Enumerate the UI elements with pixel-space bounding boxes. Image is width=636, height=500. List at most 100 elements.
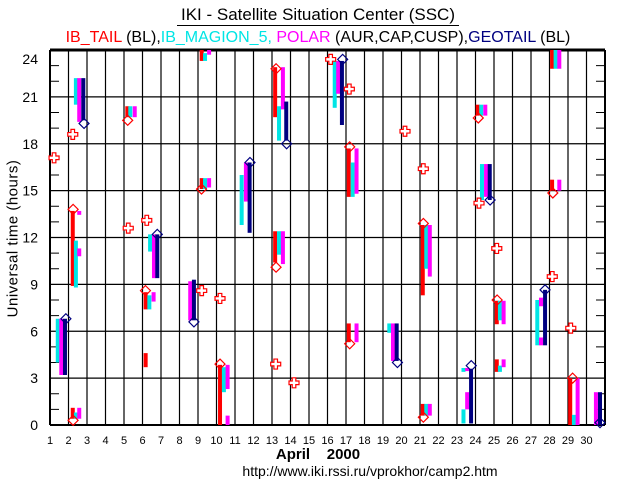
x-tick-label: 20 [395, 435, 407, 447]
x-tick-label: 29 [562, 435, 574, 447]
legend-polar-region: (AUR,CAP,CUSP), [330, 29, 469, 46]
x-tick-label: 12 [247, 435, 259, 447]
bar-polar [207, 178, 212, 188]
bar-geotail [191, 279, 196, 321]
legend-polar: POLAR [276, 29, 331, 46]
bar-polar [575, 378, 580, 425]
x-tick-label: 27 [525, 435, 537, 447]
bar-polar [427, 403, 432, 416]
navy-diamond-marker [336, 53, 349, 66]
bar-ib-magion-5 [461, 409, 466, 424]
red-cross-marker [196, 285, 208, 297]
bar-polar [132, 106, 137, 118]
bar-polar [501, 359, 506, 368]
bar-ib-magion-5 [387, 323, 392, 333]
bar-ib-magion-5 [147, 295, 152, 310]
bar-ib-magion-5 [479, 164, 484, 200]
y-tick-label: 12 [22, 230, 38, 246]
x-tick-label: 28 [543, 435, 555, 447]
navy-diamond-marker [151, 228, 164, 241]
bar-polar [354, 148, 359, 194]
source-url[interactable]: http://www.iki.rssi.ru/vprokhor/camp2.ht… [242, 463, 498, 479]
bar-polar [465, 392, 470, 410]
bar-ib-magion-5 [128, 106, 133, 118]
bar-polar [538, 337, 543, 346]
y-tick-label: 21 [22, 89, 38, 105]
x-tick-label: 8 [176, 435, 182, 447]
bar-geotail [543, 289, 548, 346]
red-diamond-marker [417, 217, 430, 230]
x-tick-label: 3 [84, 435, 90, 447]
bar-polar [484, 164, 489, 197]
navy-diamond-marker [280, 137, 293, 150]
x-tick-label: 21 [414, 435, 426, 447]
red-diamond-marker [546, 187, 559, 199]
red-diamond-marker [195, 183, 208, 195]
bar-polar [354, 323, 359, 343]
red-diamond-marker [121, 114, 134, 127]
red-cross-marker [565, 322, 577, 334]
x-tick-label: 6 [139, 435, 145, 447]
bar-ib-tail [494, 359, 499, 372]
bar-ib-magion-5 [203, 178, 208, 190]
bar-ib-tail [70, 407, 75, 419]
bar-ib-magion-5 [497, 365, 502, 372]
navy-diamond-marker [594, 416, 606, 429]
bar-ib-magion-5 [553, 50, 558, 69]
navy-diamond-marker [539, 283, 551, 296]
bar-polar [77, 78, 82, 122]
bar-ib-magion-5 [350, 162, 355, 197]
navy-diamond-marker [60, 312, 72, 325]
y-tick-label: 18 [22, 136, 38, 152]
bar-geotail [469, 368, 474, 424]
y-tick-label: 3 [30, 370, 38, 386]
bar-polar [557, 50, 562, 69]
bar-ib-magion-5 [424, 403, 429, 416]
y-tick-label: 9 [30, 276, 38, 292]
red-diamond-marker [343, 337, 356, 350]
x-tick-label: 5 [121, 435, 127, 447]
red-cross-marker [343, 83, 355, 95]
bar-ib-tail [143, 292, 148, 310]
bar-ib-magion-5 [221, 367, 226, 393]
bar-geotail [487, 164, 492, 200]
bar-polar [77, 210, 82, 215]
x-tick-label: 17 [340, 435, 352, 447]
bar-geotail [81, 78, 86, 121]
x-tick-label: 11 [229, 435, 240, 447]
bar-ib-magion-5 [332, 60, 337, 108]
chart-title: IKI - Satellite Situation Center (SSC) [0, 5, 636, 26]
red-cross-marker [491, 242, 503, 255]
navy-diamond-marker [465, 359, 478, 372]
bar-polar [557, 179, 562, 191]
red-diamond-marker [566, 372, 579, 384]
bar-ib-magion-5 [535, 300, 540, 346]
x-tick-label: 4 [102, 435, 108, 447]
bar-ib-tail [125, 106, 130, 118]
red-diamond-marker [270, 261, 282, 274]
x-tick-label: 9 [195, 435, 201, 447]
bar-ib-tail [273, 67, 278, 118]
x-tick-label: 16 [321, 435, 333, 447]
bar-ib-tail [199, 50, 204, 61]
bar-ib-tail [346, 148, 351, 197]
bar-ib-magion-5 [73, 240, 78, 288]
red-cross-marker [214, 292, 226, 305]
red-cross-marker [141, 214, 153, 226]
x-tick-label: 13 [266, 435, 278, 447]
red-cross-marker [288, 377, 300, 389]
bar-ib-magion-5 [73, 412, 78, 419]
red-diamond-marker [417, 411, 430, 424]
red-diamond-marker [67, 414, 79, 427]
bar-polar [501, 300, 506, 325]
bar-geotail [339, 60, 344, 125]
bar-ib-tail [475, 104, 480, 116]
bar-ib-tail [420, 225, 425, 296]
bar-geotail [247, 162, 252, 233]
red-diamond-marker [270, 62, 282, 75]
x-tick-label: 22 [432, 435, 444, 447]
x-tick-label: 23 [451, 435, 463, 447]
bar-polar [336, 60, 341, 94]
bar-polar [77, 248, 82, 257]
x-tick-label: 15 [303, 435, 315, 447]
